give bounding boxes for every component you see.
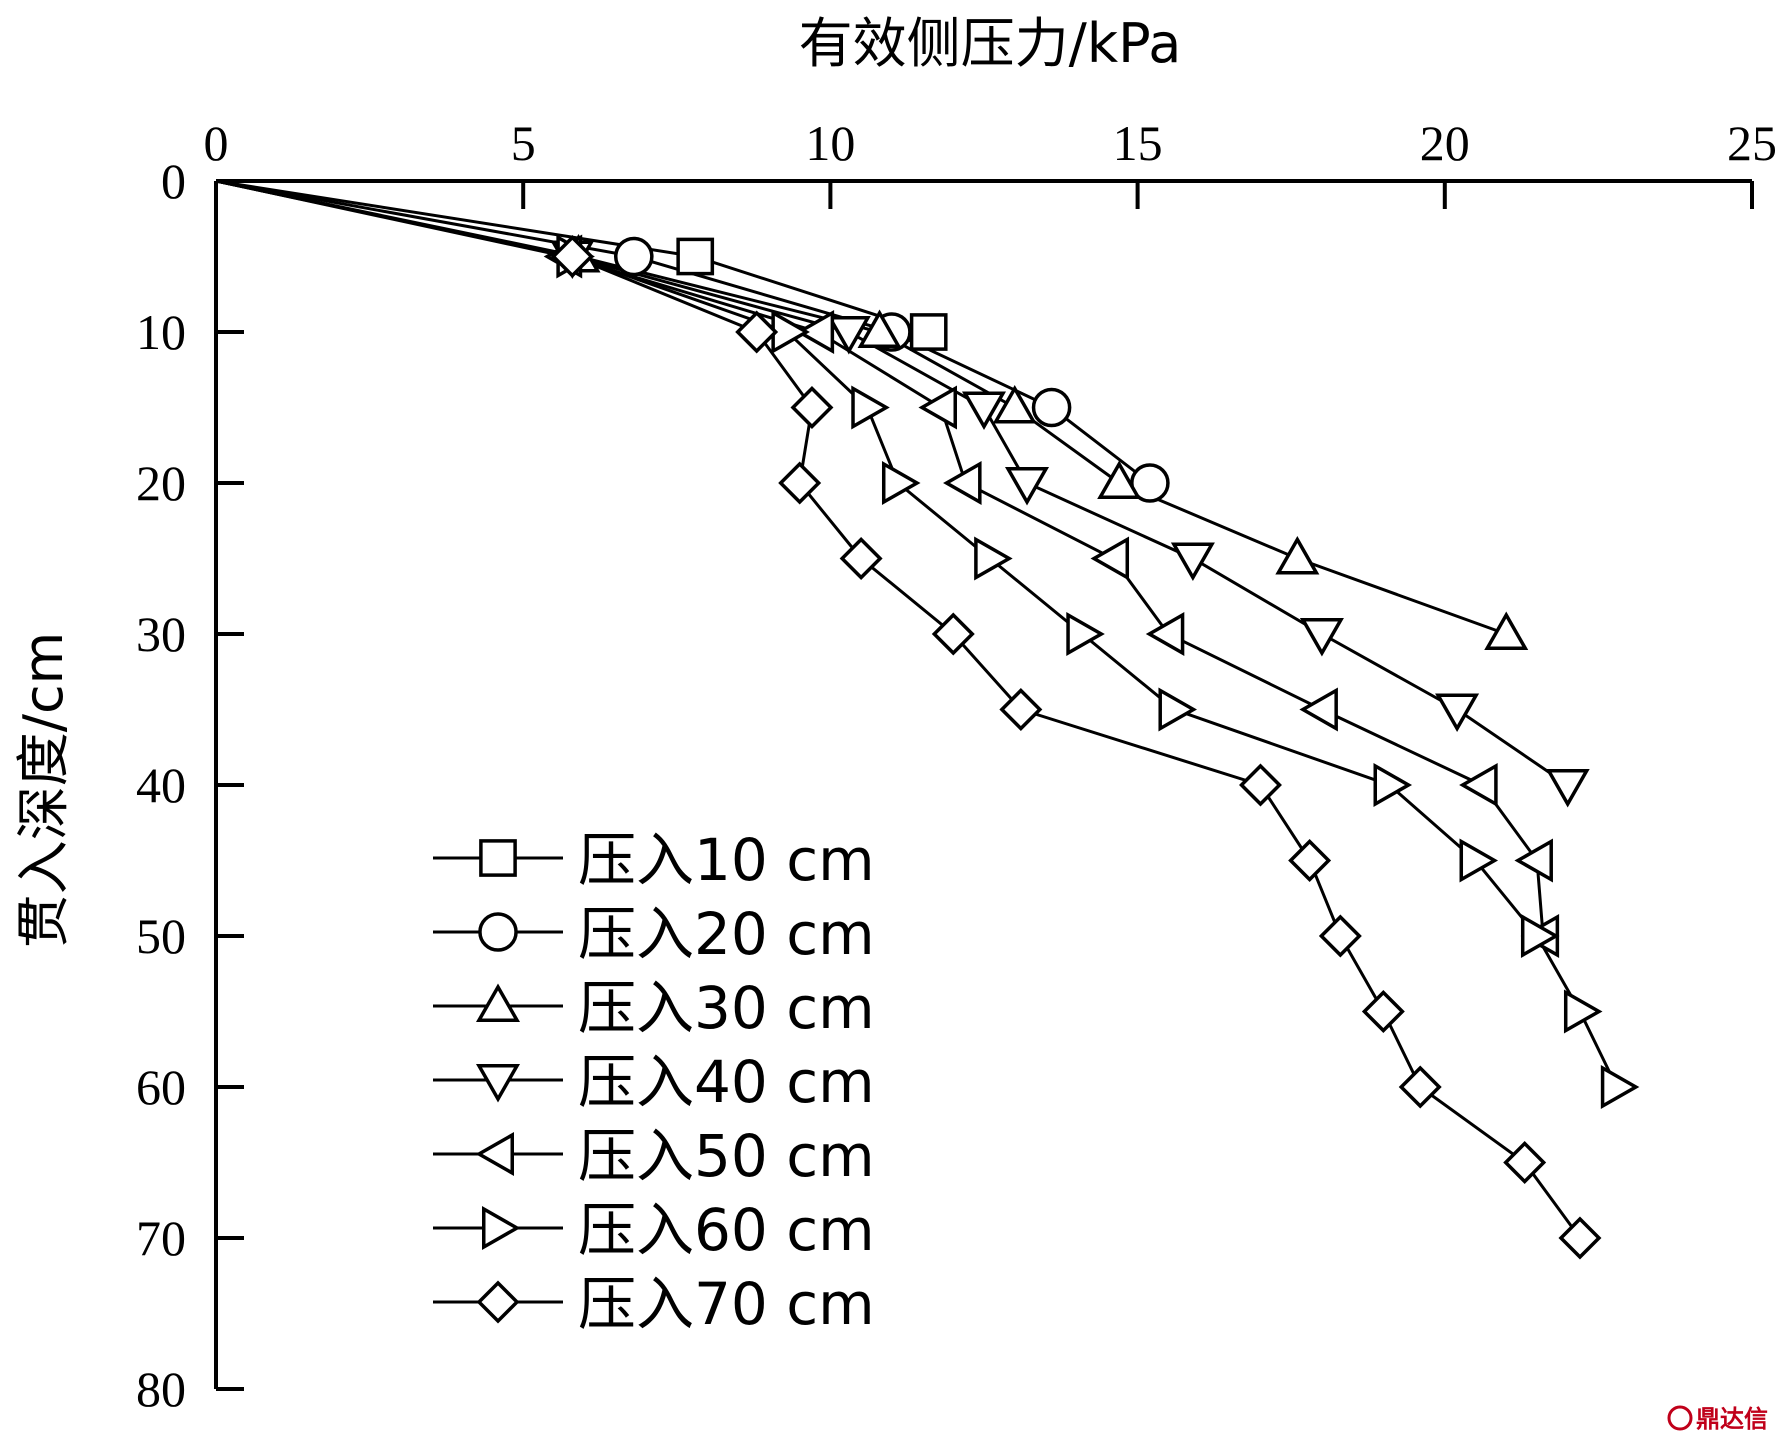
series-7-point xyxy=(1239,763,1282,807)
x-tick-label: 5 xyxy=(511,115,536,171)
x-tick-label: 20 xyxy=(1420,115,1470,171)
series-1-point xyxy=(676,237,715,276)
series-6-point xyxy=(1066,611,1105,657)
series-6-point xyxy=(1600,1064,1640,1110)
series-1-point xyxy=(909,313,948,351)
y-axis-title: 贯入深度/cm xyxy=(12,632,75,949)
series-4-point xyxy=(1435,693,1480,733)
x-axis-title: 有效侧压力/kPa xyxy=(799,12,1182,75)
series-3-point xyxy=(1275,535,1320,575)
series-3-point xyxy=(992,384,1037,424)
y-tick-label: 30 xyxy=(136,606,186,662)
legend-label: 压入20 cm xyxy=(578,900,875,968)
series-7-point xyxy=(931,612,975,656)
series-7-point xyxy=(839,537,883,580)
series-7-point xyxy=(735,310,779,354)
y-tick-label: 50 xyxy=(136,908,186,964)
legend-label: 压入30 cm xyxy=(578,974,875,1042)
y-tick-label: 60 xyxy=(136,1059,186,1115)
series-2-point xyxy=(613,236,654,277)
series-4-point xyxy=(1545,769,1590,808)
legend-label: 压入50 cm xyxy=(578,1122,875,1190)
y-tick-label: 70 xyxy=(136,1210,186,1266)
watermark: 鼎达信 xyxy=(1667,1405,1768,1433)
series-7-point xyxy=(999,688,1043,731)
series-6-point xyxy=(1158,687,1197,732)
series-7-point xyxy=(1503,1141,1547,1184)
y-tick-label: 20 xyxy=(136,455,186,511)
legend-label: 压入40 cm xyxy=(578,1048,875,1116)
legend-marker xyxy=(476,1280,520,1324)
series-5-point xyxy=(1299,687,1338,732)
watermark-text: 鼎达信 xyxy=(1696,1405,1768,1433)
axes xyxy=(214,179,1752,1389)
watermark-logo-icon xyxy=(1667,1405,1693,1431)
legend-marker xyxy=(478,912,518,952)
series-7-point xyxy=(790,386,834,429)
series-6-point xyxy=(1520,913,1560,959)
legend-label: 压入70 cm xyxy=(578,1270,875,1338)
legend-marker xyxy=(475,1131,514,1177)
legend-marker xyxy=(479,839,517,877)
series-5-point xyxy=(795,309,835,355)
series-7-point xyxy=(1288,839,1332,882)
x-tick-label: 0 xyxy=(204,115,229,171)
series-6-point xyxy=(1459,838,1499,883)
series-line-2 xyxy=(215,179,1151,485)
legend-marker xyxy=(475,983,521,1022)
series-5-point xyxy=(1090,536,1130,581)
y-tick-label: 40 xyxy=(136,757,186,813)
series-3-point xyxy=(857,309,902,348)
series-5-point xyxy=(943,460,982,506)
series-7-point xyxy=(778,461,822,505)
x-tick-label: 15 xyxy=(1113,115,1163,171)
series-6-point xyxy=(1373,762,1413,808)
y-tick-label: 0 xyxy=(161,153,186,209)
series-4-point xyxy=(1170,542,1215,582)
series-2-point xyxy=(1031,387,1072,428)
legend-marker xyxy=(475,1064,521,1103)
legend-marker xyxy=(482,1205,521,1251)
series-6-point xyxy=(1563,989,1603,1034)
x-tick-label: 10 xyxy=(805,115,855,171)
series-6-point xyxy=(974,536,1013,581)
y-tick-label: 80 xyxy=(136,1361,186,1417)
series-7-point xyxy=(1318,914,1362,958)
series-4-point xyxy=(1004,467,1050,506)
series-3-point xyxy=(1097,460,1142,499)
series-7-point xyxy=(1398,1065,1442,1109)
series-6-point xyxy=(881,460,921,506)
ticks: 0 5 10 15 20 25 0 10 20 30 40 50 60 70 80 xyxy=(136,115,1777,1417)
series-5-point xyxy=(918,385,957,430)
legend-label: 压入10 cm xyxy=(578,826,875,894)
series-4-point xyxy=(1299,618,1344,657)
x-tick-label: 25 xyxy=(1727,115,1777,171)
series-7-point xyxy=(1558,1216,1602,1260)
legend-label: 压入60 cm xyxy=(578,1196,875,1264)
series-7-point xyxy=(1361,990,1405,1033)
series-6-point xyxy=(851,385,890,430)
series-markers xyxy=(543,233,1640,1260)
series-5-point xyxy=(1145,611,1185,657)
series-4-point xyxy=(826,316,871,355)
series-7-point xyxy=(550,235,594,278)
series-3-point xyxy=(1484,611,1529,650)
y-tick-label: 10 xyxy=(136,304,186,360)
series-4-point xyxy=(961,391,1007,431)
series-5-point xyxy=(1514,838,1553,883)
series-5-point xyxy=(1459,762,1498,808)
